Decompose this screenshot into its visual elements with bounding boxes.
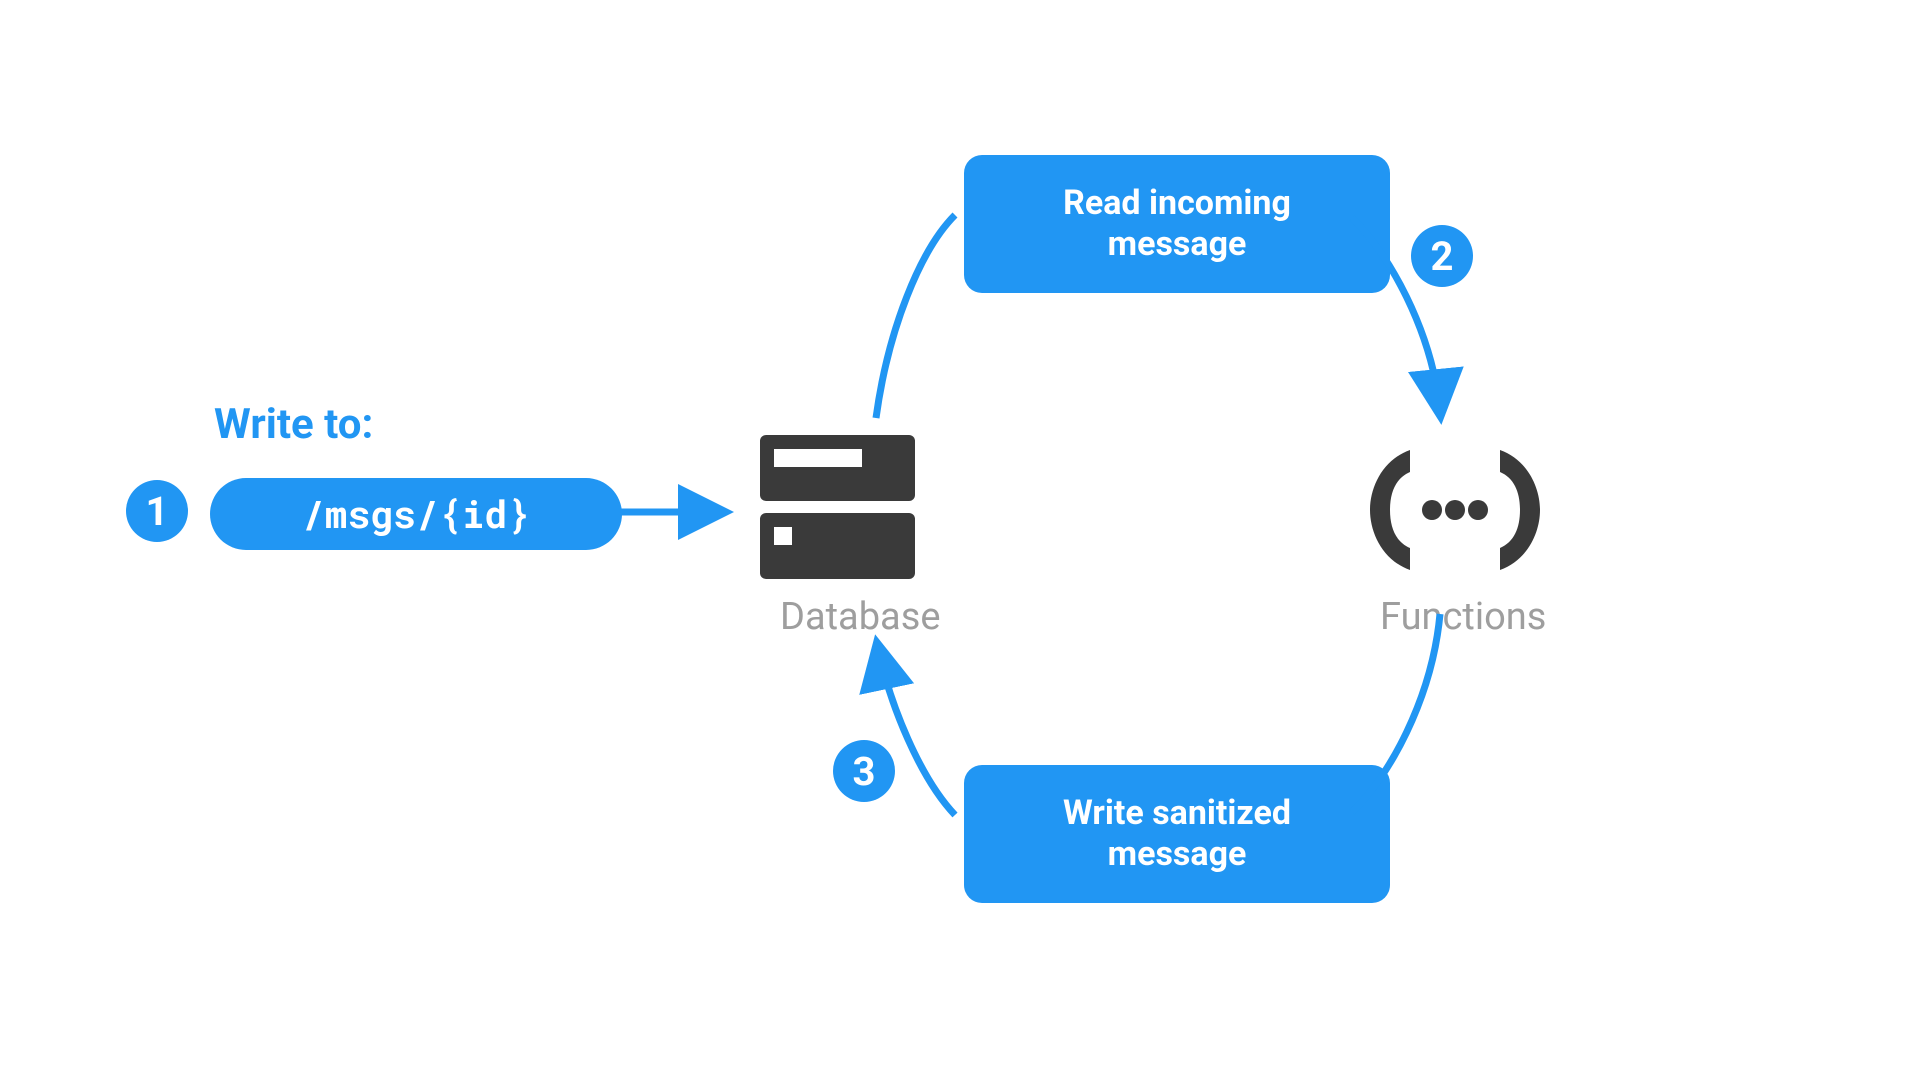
step-badge-3: 3 — [833, 740, 895, 802]
arc-write-to-db — [878, 648, 955, 815]
action-read-incoming: Read incomingmessage — [964, 155, 1390, 293]
functions-icon — [1370, 450, 1540, 570]
step-badge-1: 1 — [126, 480, 188, 542]
write-to-label: Write to: — [214, 400, 373, 449]
path-pill: /msgs/{id} — [210, 478, 622, 550]
step-badge-2: 2 — [1411, 225, 1473, 287]
diagram-canvas: 1 Write to: /msgs/{id} Read incomingmess… — [0, 0, 1920, 1080]
functions-label: Functions — [1380, 595, 1546, 639]
action-write-sanitized: Write sanitizedmessage — [964, 765, 1390, 903]
arc-db-to-read — [876, 215, 955, 418]
database-label: Database — [780, 595, 940, 639]
database-icon — [760, 435, 915, 579]
